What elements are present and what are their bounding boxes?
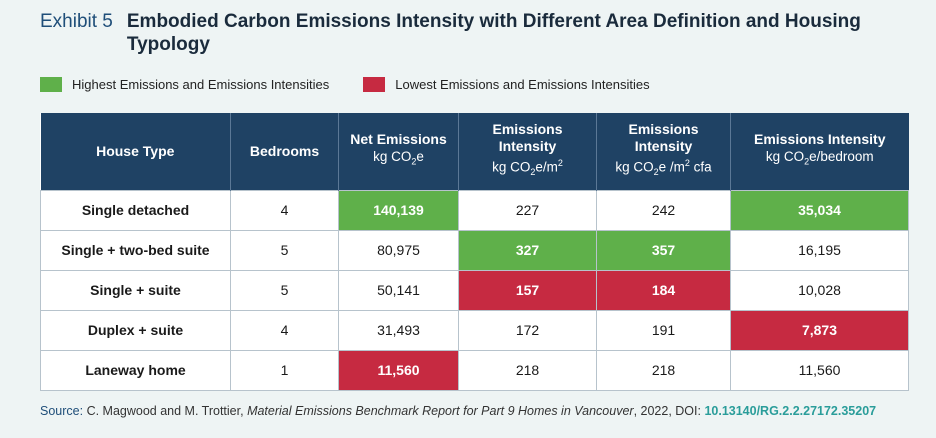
legend-item-lowest: Lowest Emissions and Emissions Intensiti…	[363, 77, 650, 92]
cell-intensity-cfa: 184	[596, 269, 731, 311]
cell-bedrooms: 4	[230, 309, 339, 351]
cell-net-emissions: 31,493	[338, 309, 459, 351]
cell-intensity-bedroom: 35,034	[730, 189, 909, 231]
source-label: Source:	[40, 404, 84, 418]
legend-label-highest: Highest Emissions and Emissions Intensit…	[72, 77, 330, 92]
cell-intensity-m2: 327	[458, 229, 597, 271]
source-authors: C. Magwood and M. Trottier,	[83, 404, 248, 418]
table-row: Duplex + suite 4 31,493 172 191 7,873	[40, 309, 909, 351]
col-unit: kg CO2e /m2 cfa	[615, 158, 712, 178]
cell-bedrooms: 1	[230, 349, 339, 391]
cell-intensity-bedroom: 10,028	[730, 269, 909, 311]
source-rest: , 2022, DOI:	[633, 404, 705, 418]
col-title: Net Emissions	[350, 131, 447, 148]
col-header-intensity-cfa: Emissions Intensity kg CO2e /m2 cfa	[596, 113, 731, 190]
table-row: Single + suite 5 50,141 157 184 10,028	[40, 269, 909, 311]
table-row: Single + two-bed suite 5 80,975 327 357 …	[40, 229, 909, 271]
col-header-bedrooms: Bedrooms	[230, 113, 339, 190]
cell-intensity-bedroom: 7,873	[730, 309, 909, 351]
table-row: Single detached 4 140,139 227 242 35,034	[40, 189, 909, 231]
source-work: Material Emissions Benchmark Report for …	[247, 404, 634, 418]
legend-item-highest: Highest Emissions and Emissions Intensit…	[40, 77, 329, 92]
table-header-row: House Type Bedrooms Net Emissions kg CO2…	[40, 113, 909, 190]
legend-label-lowest: Lowest Emissions and Emissions Intensiti…	[395, 77, 650, 92]
cell-intensity-m2: 218	[458, 349, 597, 391]
source-doi-link[interactable]: 10.13140/RG.2.2.27172.35207	[704, 404, 877, 418]
cell-house-type: Single + two-bed suite	[40, 229, 231, 271]
cell-net-emissions: 11,560	[338, 349, 459, 391]
col-header-house-type: House Type	[40, 113, 231, 190]
page-title: Embodied Carbon Emissions Intensity with…	[126, 11, 861, 55]
cell-intensity-cfa: 218	[596, 349, 731, 391]
legend-swatch-highest	[40, 77, 62, 92]
col-title: Emissions Intensity	[492, 121, 563, 155]
source-citation: Source: C. Magwood and M. Trottier, Mate…	[40, 404, 876, 418]
col-unit: kg CO2e/bedroom	[765, 149, 874, 168]
legend-swatch-lowest	[363, 77, 386, 92]
cell-intensity-cfa: 191	[596, 309, 731, 351]
cell-net-emissions: 80,975	[338, 229, 459, 271]
cell-intensity-bedroom: 16,195	[730, 229, 909, 271]
col-header-intensity-bedroom: Emissions Intensity kg CO2e/bedroom	[730, 113, 909, 190]
cell-intensity-m2: 227	[458, 189, 597, 231]
header: Exhibit 5 Embodied Carbon Emissions Inte…	[40, 10, 900, 56]
cell-bedrooms: 5	[230, 269, 339, 311]
col-title: Emissions Intensity	[628, 121, 699, 155]
cell-intensity-cfa: 357	[596, 229, 731, 271]
col-header-intensity-m2: Emissions Intensity kg CO2e/m2	[458, 113, 597, 190]
cell-bedrooms: 5	[230, 229, 339, 271]
emissions-table: House Type Bedrooms Net Emissions kg CO2…	[40, 113, 909, 391]
table-row: Laneway home 1 11,560 218 218 11,560	[40, 349, 909, 391]
legend: Highest Emissions and Emissions Intensit…	[40, 77, 684, 92]
col-unit: kg CO2e	[373, 149, 424, 168]
cell-net-emissions: 140,139	[338, 189, 459, 231]
cell-intensity-cfa: 242	[596, 189, 731, 231]
cell-net-emissions: 50,141	[338, 269, 459, 311]
col-header-net-emissions: Net Emissions kg CO2e	[338, 113, 459, 190]
cell-house-type: Single + suite	[40, 269, 231, 311]
exhibit-label: Exhibit 5	[40, 11, 113, 32]
cell-intensity-m2: 157	[458, 269, 597, 311]
cell-house-type: Laneway home	[40, 349, 231, 391]
col-unit: kg CO2e/m2	[492, 158, 563, 178]
cell-intensity-m2: 172	[458, 309, 597, 351]
cell-intensity-bedroom: 11,560	[730, 349, 909, 391]
cell-house-type: Single detached	[40, 189, 231, 231]
cell-house-type: Duplex + suite	[40, 309, 231, 351]
col-title: Emissions Intensity	[754, 131, 886, 148]
cell-bedrooms: 4	[230, 189, 339, 231]
